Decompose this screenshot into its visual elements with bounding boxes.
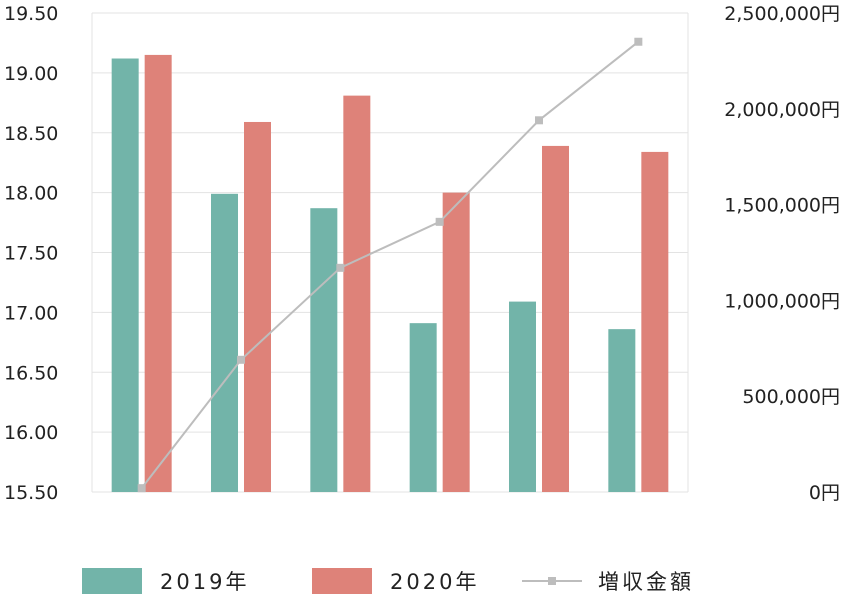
right-tick-label: 2,500,000円 — [724, 3, 840, 25]
legend-label-2019: 2019年 — [160, 570, 249, 594]
line-increase — [140, 40, 639, 489]
right-tick-label: 2,000,000円 — [724, 99, 840, 121]
gridlines — [91, 12, 689, 493]
bar-series — [111, 54, 669, 493]
left-tick-label: 19.50 — [4, 3, 58, 25]
bar-2020年-4 — [542, 145, 569, 493]
left-tick-label: 16.50 — [4, 362, 58, 384]
bar-2019年-1 — [211, 193, 238, 492]
right-tick-label: 500,000円 — [742, 386, 840, 408]
right-tick-label: 0円 — [809, 482, 840, 504]
bar-2020年-3 — [442, 192, 470, 492]
right-axis-ticks: 0円 500,000円 1,000,000円 1,500,000円 2,000,000円… — [724, 3, 840, 504]
point-increase-3 — [435, 217, 444, 226]
bar-2019年-3 — [409, 323, 437, 492]
left-tick-label: 19.00 — [4, 63, 58, 85]
bar-2019年-5 — [608, 329, 636, 492]
point-increase-5 — [634, 37, 643, 46]
right-tick-label: 1,000,000円 — [724, 290, 840, 312]
left-axis-ticks: 15.50 16.00 16.50 17.00 17.50 18.00 18.50 19.00… — [4, 3, 58, 504]
bar-2019年-0 — [111, 58, 139, 492]
line-series — [137, 37, 643, 493]
bar-2020年-2 — [343, 95, 371, 492]
left-tick-label: 18.00 — [4, 183, 58, 205]
left-tick-label: 17.50 — [4, 243, 58, 265]
left-tick-label: 17.00 — [4, 302, 58, 324]
point-increase-0 — [137, 484, 146, 493]
left-tick-label: 15.50 — [4, 482, 58, 504]
point-increase-2 — [336, 263, 345, 272]
right-tick-label: 1,500,000円 — [724, 195, 840, 217]
legend-swatch-2020 — [312, 568, 372, 594]
bar-2020年-1 — [244, 121, 271, 492]
legend-label-increase: 増収金額 — [598, 570, 694, 594]
bar-2020年-5 — [641, 151, 669, 492]
bar-2019年-4 — [509, 301, 536, 492]
point-increase-1 — [237, 355, 245, 364]
bar-2019年-2 — [310, 208, 338, 492]
legend-swatch-2019 — [82, 568, 142, 594]
bar-2020年-0 — [144, 54, 172, 492]
legend-marker-increase — [548, 577, 556, 585]
legend: 2019年 2020年 増収金額 — [82, 568, 694, 594]
left-tick-label: 16.00 — [4, 422, 58, 444]
legend-label-2020: 2020年 — [390, 570, 479, 594]
point-increase-4 — [535, 116, 543, 125]
left-tick-label: 18.50 — [4, 123, 58, 145]
